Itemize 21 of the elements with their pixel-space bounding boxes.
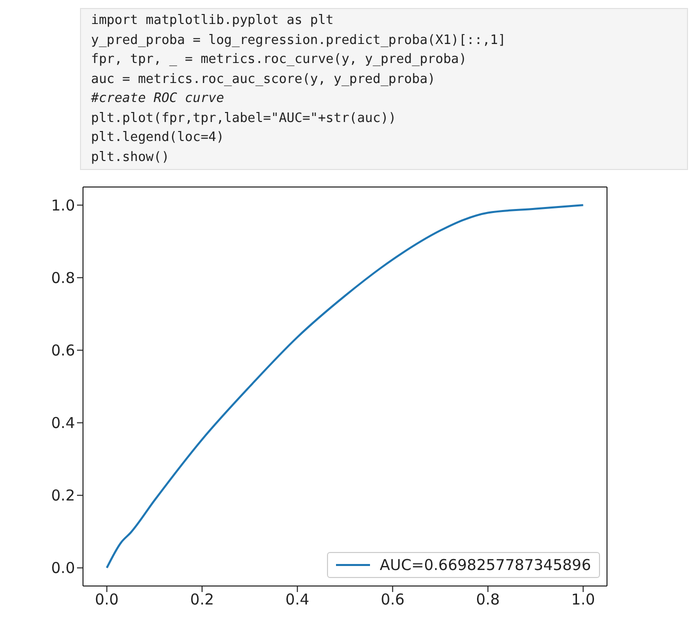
x-tick-label: 0.6 (380, 590, 405, 609)
text: plt.plot(fpr,tpr,label="AUC="+str(auc)) (91, 110, 398, 128)
y-tick-label: 0.4 (51, 414, 75, 432)
y-tick-label: 0.2 (51, 486, 75, 505)
x-tick-label: 1.0 (571, 590, 596, 609)
text: fpr, tpr, _ = metrics.roc_curve(y, y_pred_proba) (91, 51, 468, 69)
text: plt.legend(loc=4) (91, 129, 226, 147)
legend-label: AUC=0.6698257787345896 (380, 556, 591, 574)
text: plt.show() (91, 148, 170, 166)
text: #create ROC curve (91, 90, 226, 108)
x-tick-label: 0.4 (285, 590, 310, 609)
x-tick-label: 0.2 (190, 590, 214, 609)
x-tick-label: 0.8 (476, 590, 500, 609)
text: auc = metrics.roc_auc_score(y, y_pred_proba) (91, 70, 436, 88)
y-tick-label: 1.0 (51, 196, 75, 214)
y-tick-label: 0.6 (51, 342, 75, 360)
y-tick-label: 0.8 (51, 269, 75, 288)
text: y_pred_proba = log_regression.predict_proba(X1)[::,1] (91, 32, 507, 50)
y-tick-label: 0.0 (51, 559, 75, 578)
x-tick-label: 0.0 (94, 590, 119, 609)
text: import matplotlib.pyplot as plt (91, 12, 335, 30)
